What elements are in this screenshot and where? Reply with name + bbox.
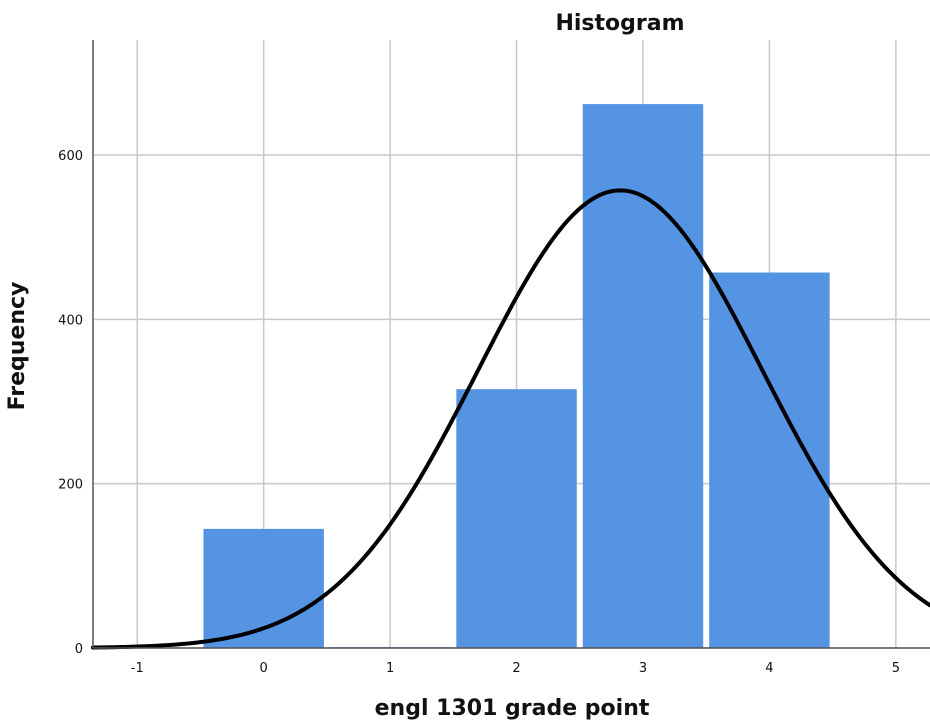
x-tick-label: 2 <box>512 661 520 676</box>
normal-curve <box>91 188 930 650</box>
y-tick-label: 600 <box>58 149 83 164</box>
y-tick-label: 0 <box>75 642 83 657</box>
x-tick-label: 4 <box>765 661 773 676</box>
y-tick-label: 200 <box>58 478 83 493</box>
ticks-layer: -1 0 1 2 3 4 5 0 200 400 600 <box>58 149 900 676</box>
chart-title: Histogram <box>555 11 684 36</box>
x-axis-label: engl 1301 grade point <box>375 696 650 721</box>
curve-layer <box>91 188 930 650</box>
y-tick-label: 400 <box>58 313 83 328</box>
axes-layer <box>92 40 930 649</box>
histogram-bar <box>582 104 704 648</box>
histogram-bar <box>456 389 577 648</box>
x-tick-label: 1 <box>386 661 394 676</box>
x-tick-label: -1 <box>131 661 144 676</box>
y-axis-label: Frequency <box>5 282 30 411</box>
x-tick-label: 5 <box>892 661 900 676</box>
x-tick-label: 0 <box>260 661 268 676</box>
x-tick-label: 3 <box>639 661 647 676</box>
